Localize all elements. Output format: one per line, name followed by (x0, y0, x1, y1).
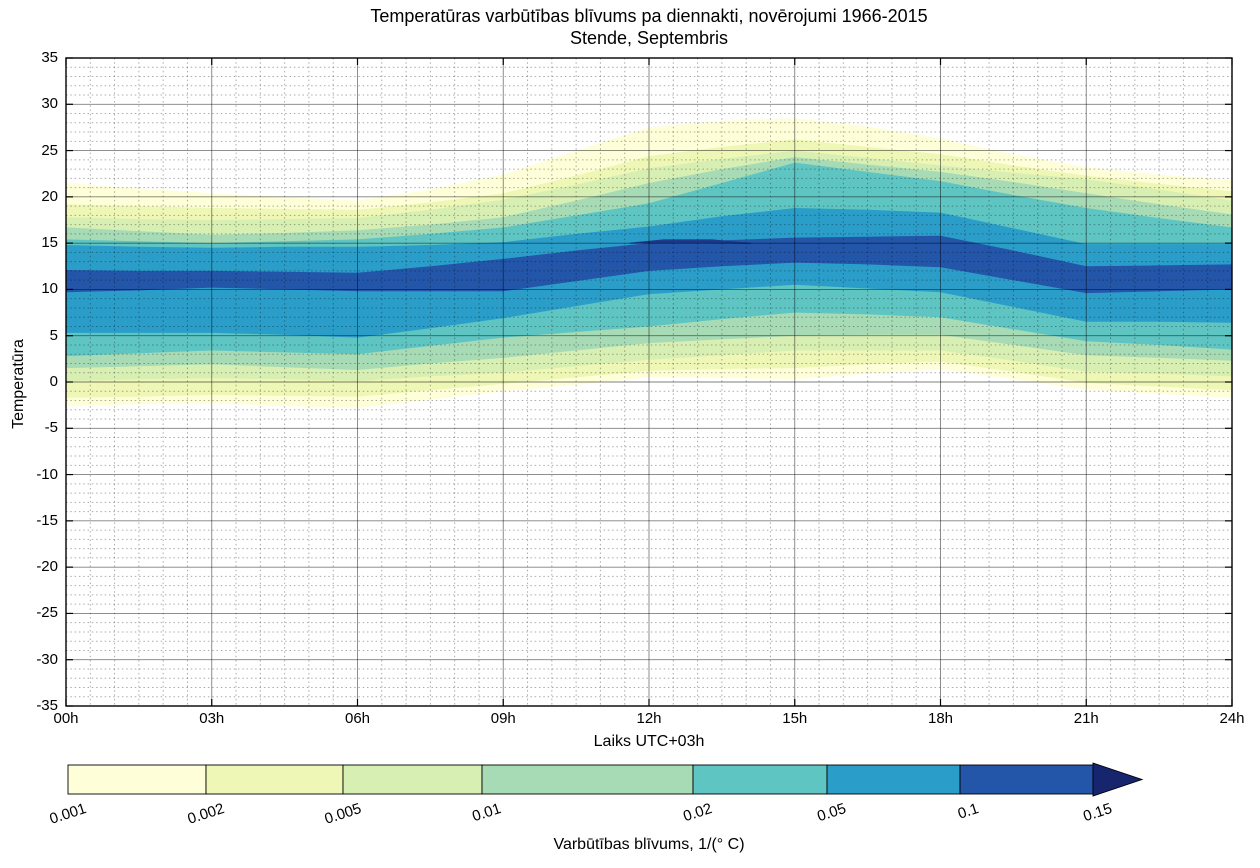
y-tick-label: -15 (36, 511, 58, 529)
x-tick-label: 03h (199, 710, 225, 727)
y-tick-label: 20 (41, 187, 58, 205)
colorbar-arrow (1092, 762, 1144, 797)
x-tick-label: 09h (490, 710, 516, 727)
x-tick-label: 15h (782, 710, 808, 727)
y-tick-label: -10 (36, 465, 58, 483)
y-tick-label: 35 (41, 49, 58, 66)
x-tick-label: 18h (927, 710, 954, 727)
x-axis-label: Laiks UTC+03h (593, 733, 705, 750)
y-tick-label: 10 (41, 280, 58, 298)
colorbar-segment (67, 764, 207, 795)
colorbar-segment (826, 764, 961, 795)
y-tick-label: -35 (36, 697, 58, 714)
colorbar-segment (205, 764, 344, 795)
colorbar-segment (692, 764, 828, 795)
y-tick-label: 30 (41, 95, 58, 113)
y-tick-label: -20 (36, 558, 58, 576)
y-tick-label: -30 (36, 650, 58, 668)
colorbar (67, 762, 1144, 797)
colorbar-label: Varbūtības blīvums, 1/(° C) (553, 836, 745, 853)
chart-title: Temperatūras varbūtības blīvums pa dienn… (370, 6, 928, 26)
y-tick-label: 5 (49, 326, 58, 344)
y-tick-label: 25 (41, 141, 58, 159)
colorbar-segment (481, 764, 694, 795)
axes-frame (65, 57, 1233, 707)
x-tick-label: 00h (53, 710, 79, 727)
gridlines (66, 58, 1232, 706)
y-tick-label: 15 (41, 234, 58, 252)
chart-subtitle: Stende, Septembris (569, 28, 729, 48)
x-tick-label: 24h (1219, 710, 1245, 727)
y-tick-label: -25 (36, 604, 58, 622)
y-tick-label: -5 (44, 419, 58, 437)
colorbar-segment (342, 764, 483, 795)
x-tick-label: 06h (344, 710, 371, 727)
x-tick-label: 21h (1073, 710, 1099, 727)
colorbar-segment (959, 764, 1094, 795)
y-tick-label: 0 (49, 373, 58, 390)
x-tick-label: 12h (636, 710, 662, 727)
